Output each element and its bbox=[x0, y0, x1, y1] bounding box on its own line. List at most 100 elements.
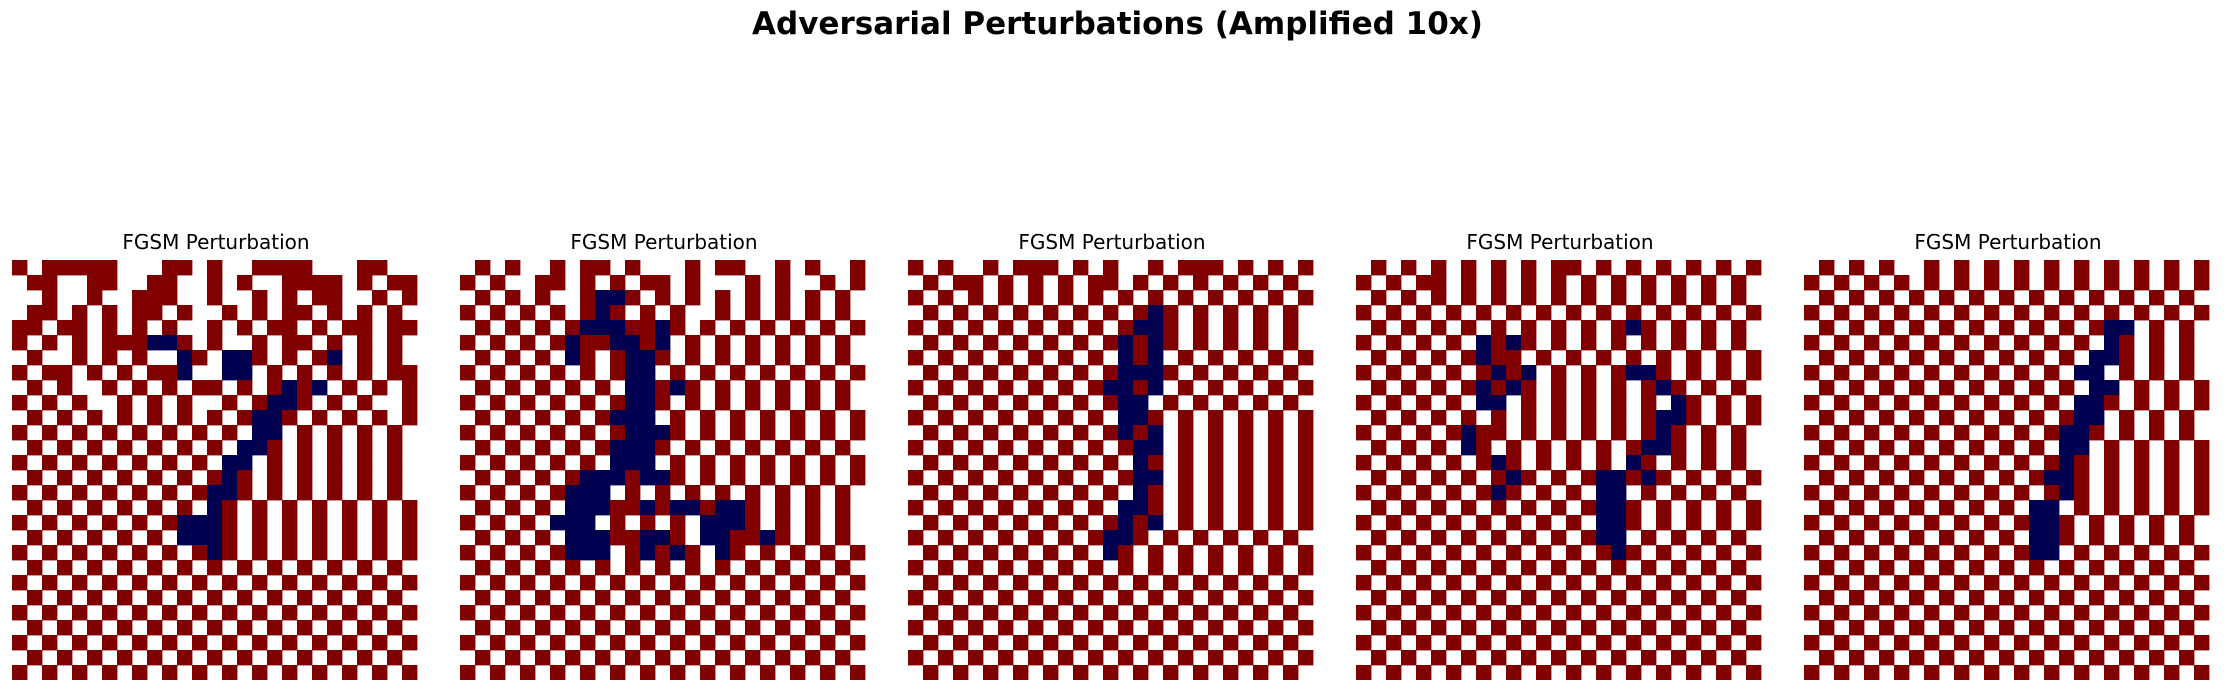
heatmap-cell bbox=[835, 500, 851, 516]
heatmap-cell bbox=[715, 485, 731, 501]
heatmap-cell bbox=[1268, 410, 1284, 426]
heatmap-cell bbox=[372, 260, 388, 276]
heatmap-cell bbox=[610, 335, 626, 351]
heatmap-cell bbox=[835, 485, 851, 501]
heatmap-cell bbox=[595, 440, 611, 456]
heatmap-cell bbox=[550, 275, 566, 291]
heatmap-cell bbox=[835, 560, 851, 576]
heatmap-cell bbox=[1924, 455, 1940, 471]
heatmap-cell bbox=[1148, 320, 1164, 336]
heatmap-cell bbox=[2119, 425, 2135, 441]
heatmap-cell bbox=[998, 560, 1014, 576]
heatmap-cell bbox=[1238, 650, 1254, 666]
heatmap-cell bbox=[2029, 650, 2045, 666]
heatmap-cell bbox=[850, 410, 866, 426]
heatmap-cell bbox=[1551, 365, 1567, 381]
heatmap-cell bbox=[1969, 350, 1985, 366]
heatmap-cell bbox=[267, 365, 283, 381]
heatmap-cell bbox=[1088, 320, 1104, 336]
heatmap-cell bbox=[1656, 260, 1672, 276]
heatmap-cell bbox=[520, 485, 536, 501]
heatmap-cell bbox=[1536, 635, 1552, 651]
heatmap-cell bbox=[850, 665, 866, 680]
heatmap-cell bbox=[42, 665, 58, 680]
heatmap-cell bbox=[1073, 425, 1089, 441]
heatmap-cell bbox=[535, 350, 551, 366]
heatmap-cell bbox=[177, 500, 193, 516]
heatmap-cell bbox=[252, 305, 268, 321]
heatmap-cell bbox=[640, 605, 656, 621]
heatmap-cell bbox=[580, 290, 596, 306]
heatmap-cell bbox=[1611, 590, 1627, 606]
heatmap-cell bbox=[850, 365, 866, 381]
heatmap-cell bbox=[983, 425, 999, 441]
heatmap-cell bbox=[1581, 275, 1597, 291]
heatmap-cell bbox=[775, 440, 791, 456]
heatmap-cell bbox=[2014, 260, 2030, 276]
heatmap-cell bbox=[1894, 455, 1910, 471]
heatmap-cell bbox=[745, 395, 761, 411]
heatmap-cell bbox=[2119, 650, 2135, 666]
heatmap-cell bbox=[1656, 515, 1672, 531]
heatmap-cell bbox=[908, 470, 924, 486]
heatmap-cell bbox=[1536, 605, 1552, 621]
heatmap-cell bbox=[685, 260, 701, 276]
heatmap-cell bbox=[1746, 470, 1762, 486]
heatmap-cell bbox=[102, 485, 118, 501]
heatmap-cell bbox=[27, 305, 43, 321]
heatmap-cell bbox=[1058, 560, 1074, 576]
heatmap-cell bbox=[2059, 290, 2075, 306]
heatmap-cell bbox=[237, 620, 253, 636]
heatmap-cell bbox=[2194, 635, 2210, 651]
heatmap-cell bbox=[550, 365, 566, 381]
heatmap-cell bbox=[550, 425, 566, 441]
heatmap-cell bbox=[2074, 335, 2090, 351]
heatmap-cell bbox=[535, 530, 551, 546]
heatmap-cell bbox=[357, 395, 373, 411]
heatmap-cell bbox=[2104, 350, 2120, 366]
heatmap-cell bbox=[953, 395, 969, 411]
heatmap-cell bbox=[1596, 470, 1612, 486]
heatmap-cell bbox=[1506, 545, 1522, 561]
heatmap-cell bbox=[670, 605, 686, 621]
heatmap-cell bbox=[1626, 455, 1642, 471]
heatmap-cell bbox=[2149, 350, 2165, 366]
heatmap-cell bbox=[520, 425, 536, 441]
heatmap-cell bbox=[700, 605, 716, 621]
heatmap-cell bbox=[1223, 605, 1239, 621]
heatmap-cell bbox=[222, 455, 238, 471]
heatmap-cell bbox=[460, 665, 476, 680]
heatmap-cell bbox=[1924, 665, 1940, 680]
heatmap-cell bbox=[12, 425, 28, 441]
heatmap-cell bbox=[42, 545, 58, 561]
heatmap-cell bbox=[1879, 290, 1895, 306]
heatmap-cell bbox=[1834, 395, 1850, 411]
heatmap-cell bbox=[1566, 440, 1582, 456]
heatmap-cell bbox=[1984, 605, 2000, 621]
heatmap-cell bbox=[968, 380, 984, 396]
heatmap-cell bbox=[1849, 440, 1865, 456]
heatmap-cell bbox=[475, 350, 491, 366]
heatmap-cell bbox=[2119, 530, 2135, 546]
heatmap-cell bbox=[1954, 605, 1970, 621]
heatmap-cell bbox=[1656, 380, 1672, 396]
heatmap-cell bbox=[1849, 530, 1865, 546]
heatmap-cell bbox=[640, 545, 656, 561]
heatmap-cell bbox=[2014, 605, 2030, 621]
heatmap-cell bbox=[1298, 500, 1314, 516]
heatmap-cell bbox=[908, 590, 924, 606]
heatmap-cell bbox=[1954, 425, 1970, 441]
heatmap-cell bbox=[715, 500, 731, 516]
heatmap-cell bbox=[1118, 560, 1134, 576]
heatmap-cell bbox=[177, 260, 193, 276]
heatmap-cell bbox=[745, 485, 761, 501]
heatmap-cell bbox=[1013, 260, 1029, 276]
heatmap-cell bbox=[1746, 500, 1762, 516]
heatmap-cell bbox=[1566, 485, 1582, 501]
heatmap-cell bbox=[1356, 665, 1372, 680]
heatmap-cell bbox=[1864, 575, 1880, 591]
heatmap-cell bbox=[595, 545, 611, 561]
heatmap-cell bbox=[715, 590, 731, 606]
heatmap-cell bbox=[2059, 380, 2075, 396]
heatmap-cell bbox=[1566, 635, 1582, 651]
